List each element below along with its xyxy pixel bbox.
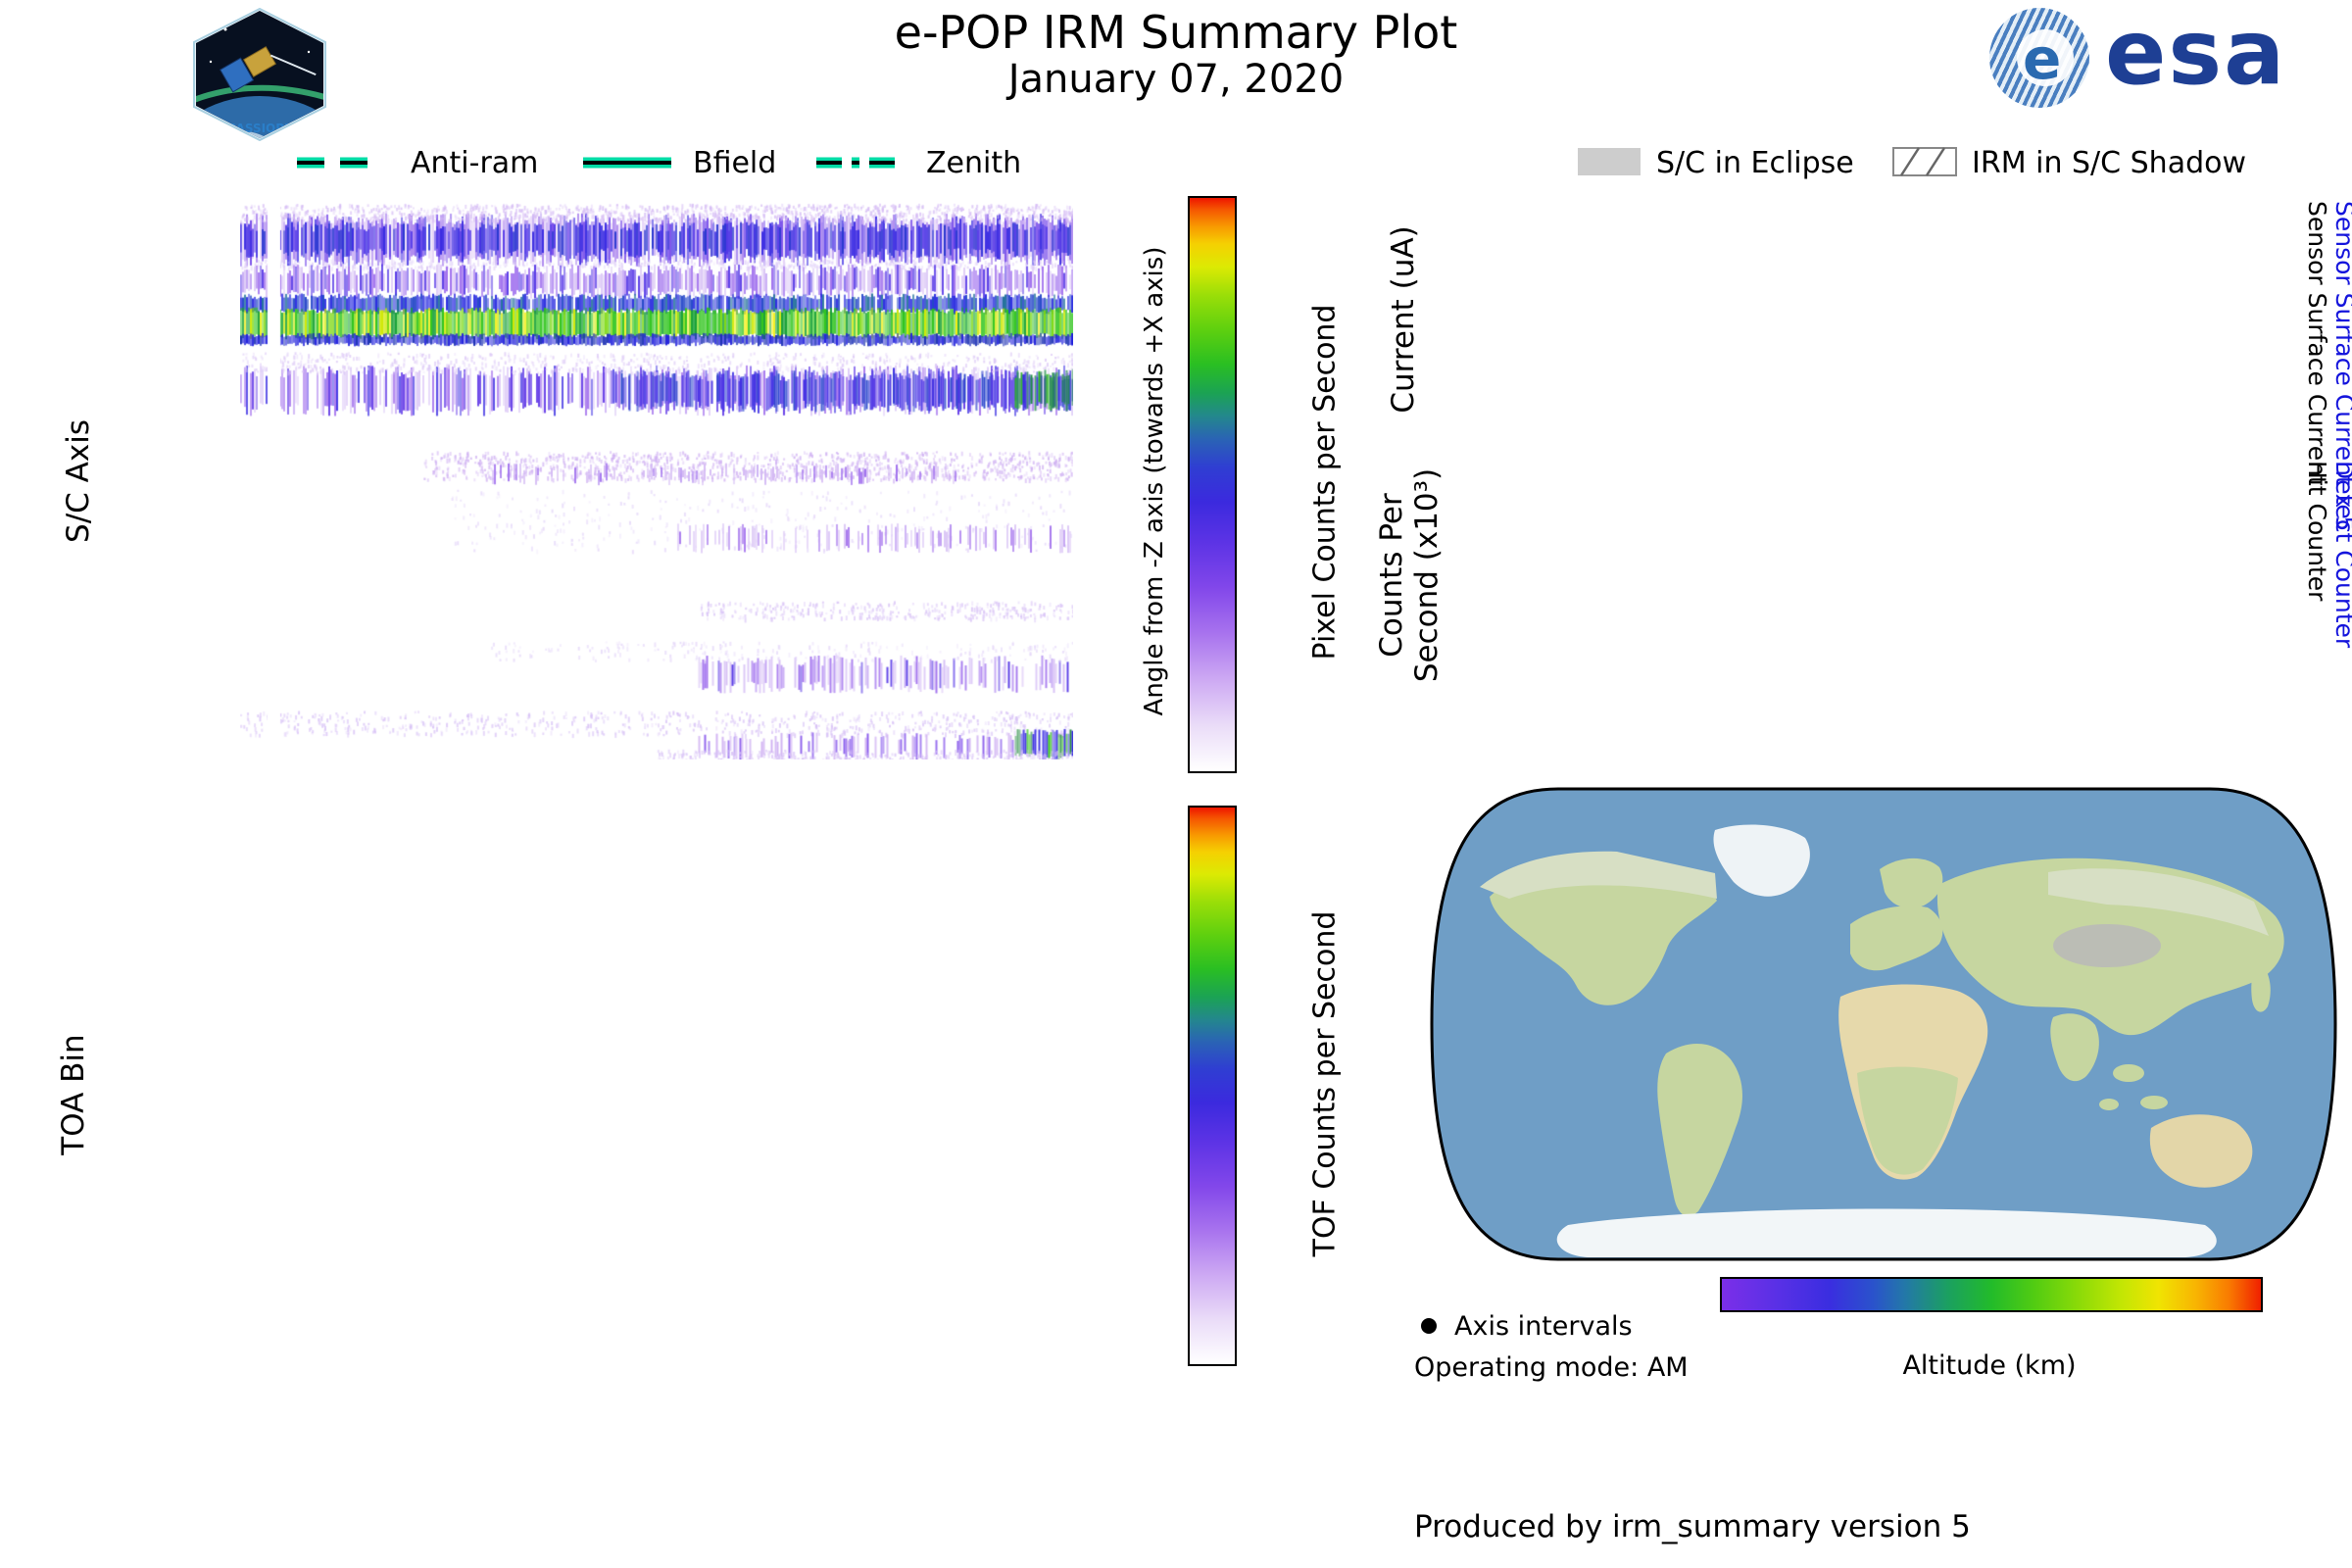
legend-shadow-label: IRM in S/C Shadow xyxy=(1972,146,2247,180)
altitude-colorbar-title: Altitude (km) xyxy=(1902,1350,2077,1381)
operating-mode-label: Operating mode: AM xyxy=(1414,1352,1689,1383)
eclipse-swatch xyxy=(1578,148,1641,175)
counts-panel xyxy=(1514,453,2293,698)
axis-intervals-label: Axis intervals xyxy=(1454,1311,1633,1342)
legend-bfield-label: Bfield xyxy=(693,146,777,180)
cassiope-patch-graphic: CASSIOPE xyxy=(193,7,326,142)
sensor-current-label: Sensor Surface Current xyxy=(2303,201,2331,486)
pixel-colorbar xyxy=(1188,196,1237,773)
shadow-hatch-swatch xyxy=(1892,147,1957,176)
toa-spectrogram-panel xyxy=(240,828,1073,1362)
esa-globe-highlight xyxy=(2017,29,2074,86)
angle-spectrogram-panel xyxy=(240,203,1073,760)
map-continents xyxy=(1480,824,2284,1257)
tof-colorbar-title: TOF Counts per Second xyxy=(1307,910,1343,1257)
ground-track-map xyxy=(1421,779,2347,1269)
toa-bin-label: TOA Bin xyxy=(56,1034,91,1155)
cassiope-mission-patch: CASSIOPE xyxy=(186,7,333,142)
spectrogram-image xyxy=(240,203,1073,760)
altitude-colorbar xyxy=(1720,1277,2263,1312)
page-title: e-POP IRM Summary Plot xyxy=(894,6,1458,59)
page-date: January 07, 2020 xyxy=(1007,57,1345,102)
hit-counter-label: Hit Counter xyxy=(2303,461,2331,602)
tof-colorbar xyxy=(1188,806,1237,1366)
esa-globe-e: e xyxy=(2023,25,2062,92)
counts-ylabel-line2: Second (x10³) xyxy=(1409,467,1445,683)
detect-counter-label: Detect Counter xyxy=(2330,461,2352,649)
legend-anti-ram-label: Anti-ram xyxy=(411,146,539,180)
esa-globe-icon: e xyxy=(1989,8,2089,108)
esa-logo: e esa xyxy=(1989,0,2342,109)
counts-ylabel-line1: Counts Per xyxy=(1374,493,1409,658)
legend-zenith-label: Zenith xyxy=(926,146,1022,180)
pixel-colorbar-title: Pixel Counts per Second xyxy=(1307,304,1343,661)
angle-axis-title: Angle from -Z axis (towards +X axis) xyxy=(1140,246,1169,716)
footer-version-text: Produced by irm_summary version 5 xyxy=(1414,1509,1971,1544)
eclipse-legend: S/C in Eclipse IRM in S/C Shadow xyxy=(1470,143,2352,182)
spectrogram-legend: Anti-ram Bfield Zenith xyxy=(240,143,1073,182)
current-panel xyxy=(1514,201,2293,438)
current-ylabel: Current (uA) xyxy=(1386,225,1421,414)
sensor-current-x5-label: Sensor Surface Current x 5 xyxy=(2330,201,2352,532)
axis-intervals-dot xyxy=(1421,1318,1437,1334)
sc-axis-label: S/C Axis xyxy=(61,419,96,543)
legend-eclipse-label: S/C in Eclipse xyxy=(1656,146,1854,180)
esa-wordmark: esa xyxy=(2105,0,2287,105)
